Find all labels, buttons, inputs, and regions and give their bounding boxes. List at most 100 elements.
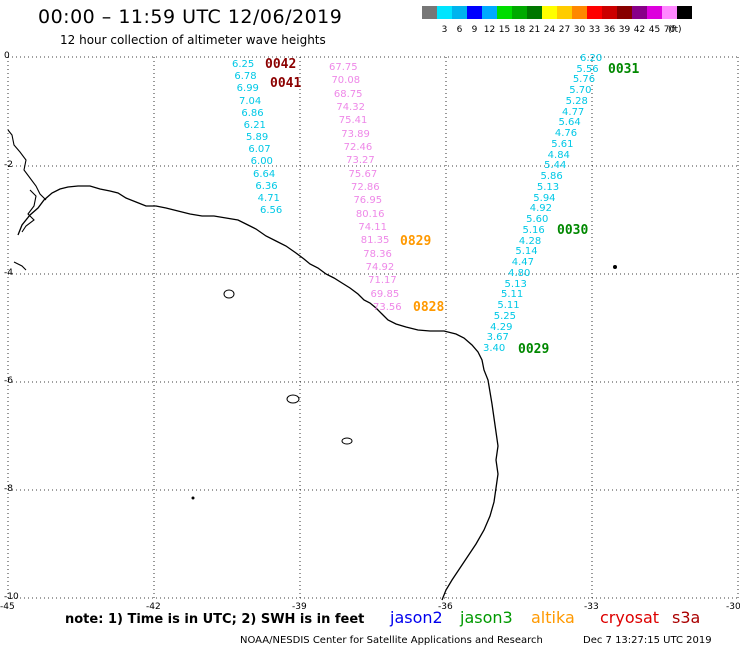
wave-height-label: 4.84	[547, 149, 570, 161]
wave-height-label: 5.64	[558, 117, 581, 129]
map-subtitle: 12 hour collection of altimeter wave hei…	[60, 33, 326, 47]
wave-height-label: 4.71	[257, 192, 280, 204]
wave-height-label: 3.40	[483, 343, 506, 354]
wave-height-label: 6.64	[253, 168, 276, 180]
island-west	[223, 289, 235, 299]
legend-swatch	[512, 6, 527, 19]
legend-tick-label: 36	[603, 25, 616, 35]
wave-height-label: 6.07	[248, 144, 271, 156]
wave-height-label: 72.46	[343, 142, 373, 153]
legend-swatch	[527, 6, 542, 19]
wave-height-label: 5.11	[497, 300, 520, 312]
lon-tick-label: -36	[438, 602, 453, 612]
wave-height-label: 5.89	[246, 132, 269, 143]
legend-swatch	[497, 6, 512, 19]
legend-tick-label: 21	[528, 25, 541, 35]
lon-tick-label: -39	[292, 602, 307, 612]
wave-height-label: 4.28	[518, 235, 542, 247]
wave-height-label: 5.60	[526, 214, 549, 226]
legend-swatch	[452, 6, 467, 19]
legend-tick-label: 15	[498, 25, 511, 35]
wave-height-label: 6.21	[243, 119, 266, 131]
coastline-south-america	[17, 185, 499, 601]
wave-height-label: 6.25	[232, 59, 255, 70]
coastline-detail-north	[7, 129, 47, 271]
wave-height-label: 6.56	[260, 205, 283, 216]
legend-tick-label: 42	[633, 25, 646, 35]
legend-tick-label: 27	[558, 25, 571, 35]
legend-tick-label: 6	[456, 25, 463, 35]
islet-east	[613, 265, 617, 269]
satellite-legend-jason2: jason2	[390, 608, 443, 627]
legend-swatch	[467, 6, 482, 19]
legend-unit: (ft)	[668, 25, 682, 35]
lon-tick-label: -42	[146, 602, 161, 612]
legend-tick-label: 3	[441, 25, 448, 35]
wave-height-label: 74.32	[336, 102, 365, 113]
wave-height-label: 7.04	[239, 95, 262, 107]
wave-height-label: 75.67	[348, 168, 378, 180]
wave-height-label: 6.00	[250, 156, 273, 168]
islet-far-south	[191, 496, 195, 500]
wave-height-label: 5.86	[540, 171, 563, 183]
legend-tick-label: 12	[483, 25, 496, 35]
wave-height-label: 80.16	[355, 208, 385, 220]
wave-height-label: 5.94	[533, 192, 556, 204]
wave-height-label: 4.76	[554, 128, 578, 140]
legend-swatch	[587, 6, 602, 19]
wave-height-label: 73.27	[346, 155, 375, 167]
satellite-legend-jason3: jason3	[460, 608, 513, 627]
legend-swatch	[602, 6, 617, 19]
wave-height-label: 6.86	[241, 107, 264, 119]
pass-time-label: 0029	[518, 342, 550, 357]
legend-tick-label: 30	[573, 25, 586, 35]
satellite-legend-altika: altika	[531, 608, 575, 627]
wave-height-label: 4.47	[511, 257, 534, 269]
legend-tick-label: 33	[588, 25, 601, 35]
map-title: 00:00 – 11:59 UTC 12/06/2019	[38, 6, 343, 28]
generated-timestamp: Dec 7 13:27:15 UTC 2019	[583, 635, 712, 646]
legend-swatch	[557, 6, 572, 19]
footer-note: note: 1) Time is in UTC; 2) SWH is in fe…	[65, 612, 365, 627]
wave-height-label: 6.99	[236, 83, 259, 95]
satellite-legend-s3a: s3a	[672, 608, 701, 627]
legend-tick-label: 24	[543, 25, 556, 35]
wave-height-label: 72.86	[351, 182, 380, 193]
wave-height-label: 69.85	[370, 288, 400, 300]
lat-tick-label: -4	[4, 268, 13, 278]
wave-height-label: 3.67	[486, 332, 509, 344]
wave-height-label: 75.41	[338, 115, 368, 127]
wave-height-label: 81.35	[360, 235, 390, 247]
wave-height-label: 74.11	[358, 222, 387, 233]
pass-time-label: 0030	[557, 223, 589, 238]
legend-swatch	[482, 6, 497, 19]
wave-height-label: 76.95	[353, 195, 383, 207]
wave-height-label: 73.56	[373, 302, 402, 313]
pass-time-label: 0031	[608, 62, 640, 77]
wave-height-label: 5.13	[536, 181, 560, 193]
legend-swatch	[617, 6, 632, 19]
legend-swatch	[542, 6, 557, 19]
legend-tick-label: 39	[618, 25, 631, 35]
wave-height-label: 6.36	[255, 180, 278, 192]
island-south	[341, 437, 353, 445]
lon-tick-label: -45	[0, 602, 15, 612]
lat-tick-label: 0	[4, 51, 10, 61]
legend-tick-label: 18	[513, 25, 526, 35]
satellite-legend-cryosat: cryosat	[600, 608, 660, 627]
wave-height-label: 5.56	[576, 63, 599, 75]
wave-height-label: 68.75	[333, 88, 363, 100]
wave-height-label: 5.16	[522, 224, 545, 236]
wave-height-label: 4.92	[529, 203, 552, 215]
lat-tick-label: -6	[4, 376, 13, 386]
wave-height-label: 5.70	[569, 85, 592, 97]
wave-height-label: 74.92	[365, 262, 395, 273]
legend-swatch	[677, 6, 692, 19]
wave-height-label: 5.44	[544, 160, 567, 172]
legend-swatch	[662, 6, 677, 19]
lon-tick-label: -30	[726, 602, 740, 612]
wave-height-label: 67.75	[329, 62, 358, 73]
wave-height-label: 6.78	[234, 71, 257, 83]
lat-tick-label: -10	[4, 592, 19, 602]
